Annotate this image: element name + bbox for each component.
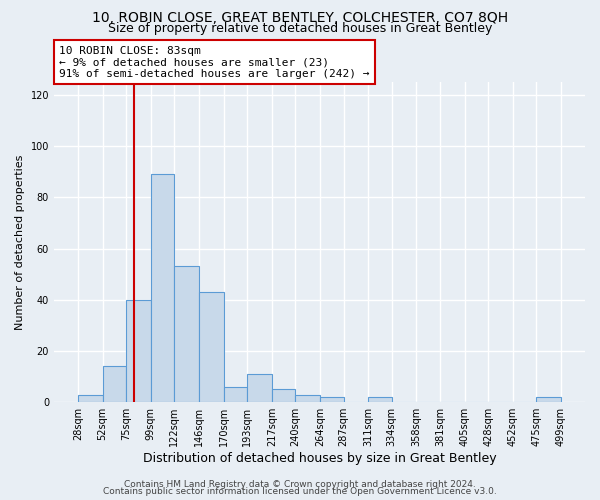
- Bar: [103, 366, 126, 402]
- Bar: [536, 397, 561, 402]
- Bar: [199, 292, 224, 402]
- Bar: [175, 266, 199, 402]
- Text: 10 ROBIN CLOSE: 83sqm
← 9% of detached houses are smaller (23)
91% of semi-detac: 10 ROBIN CLOSE: 83sqm ← 9% of detached h…: [59, 46, 370, 79]
- Text: 10, ROBIN CLOSE, GREAT BENTLEY, COLCHESTER, CO7 8QH: 10, ROBIN CLOSE, GREAT BENTLEY, COLCHEST…: [92, 11, 508, 25]
- Text: Size of property relative to detached houses in Great Bentley: Size of property relative to detached ho…: [108, 22, 492, 35]
- Bar: [320, 397, 344, 402]
- Bar: [247, 374, 272, 402]
- Bar: [368, 397, 392, 402]
- Bar: [224, 387, 247, 402]
- Bar: [272, 390, 295, 402]
- Text: Contains HM Land Registry data © Crown copyright and database right 2024.: Contains HM Land Registry data © Crown c…: [124, 480, 476, 489]
- X-axis label: Distribution of detached houses by size in Great Bentley: Distribution of detached houses by size …: [143, 452, 496, 465]
- Bar: [295, 394, 320, 402]
- Bar: [151, 174, 175, 402]
- Bar: [78, 394, 103, 402]
- Bar: [126, 300, 151, 402]
- Y-axis label: Number of detached properties: Number of detached properties: [15, 154, 25, 330]
- Text: Contains public sector information licensed under the Open Government Licence v3: Contains public sector information licen…: [103, 488, 497, 496]
